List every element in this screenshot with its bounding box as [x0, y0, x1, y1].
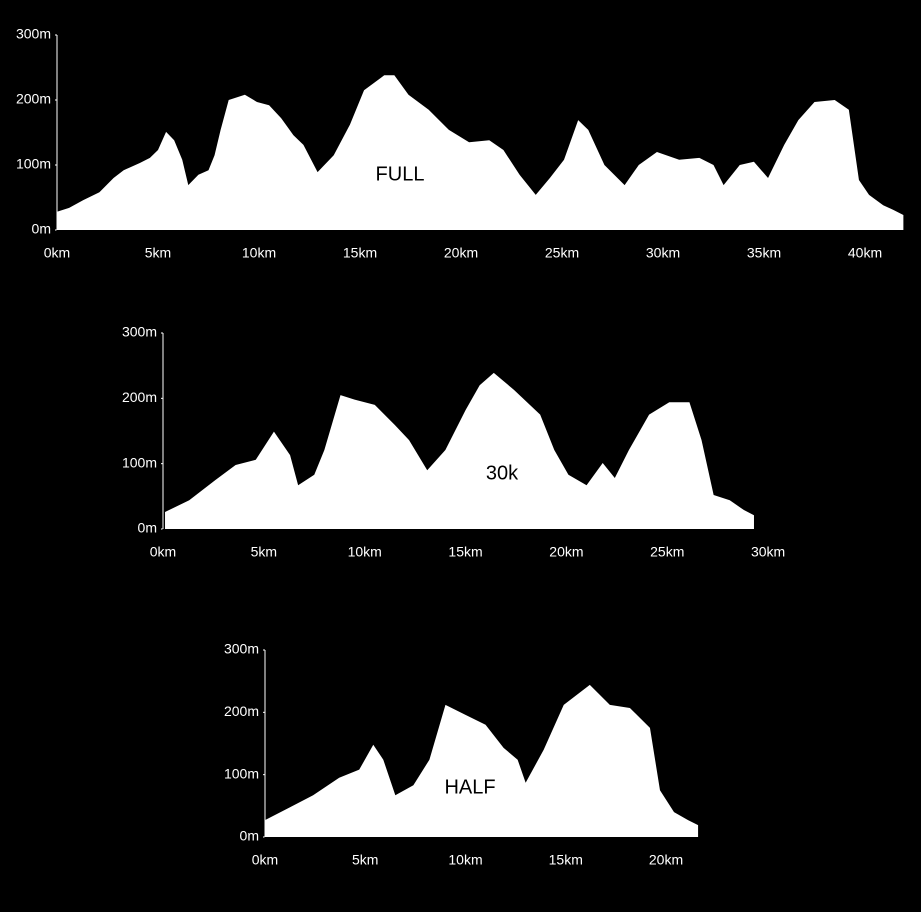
- y-tick-label: 100m: [122, 454, 157, 470]
- elevation-area: [57, 75, 904, 230]
- x-tick-label: 5km: [251, 544, 277, 560]
- y-tick-label: 100m: [224, 765, 259, 781]
- x-tick-label: 10km: [242, 245, 276, 261]
- x-tick-label: 20km: [549, 544, 583, 560]
- x-tick-label: 20km: [649, 852, 683, 868]
- chart-title: HALF: [444, 776, 495, 798]
- x-tick-label: 25km: [650, 544, 684, 560]
- x-tick-label: 30km: [751, 544, 785, 560]
- elevation-area: [165, 372, 754, 529]
- x-tick-label: 5km: [145, 245, 171, 261]
- x-tick-label: 15km: [549, 852, 583, 868]
- y-tick-label: 300m: [224, 641, 259, 657]
- x-tick-label: 30km: [646, 245, 680, 261]
- y-tick-label: 0m: [240, 828, 259, 844]
- x-tick-label: 0km: [252, 852, 278, 868]
- x-tick-label: 10km: [348, 544, 382, 560]
- y-tick-label: 200m: [122, 389, 157, 405]
- y-tick-label: 0m: [138, 520, 157, 536]
- x-tick-label: 35km: [747, 245, 781, 261]
- chart-title: FULL: [376, 163, 425, 185]
- x-tick-label: 15km: [343, 245, 377, 261]
- y-tick-label: 200m: [224, 703, 259, 719]
- x-tick-label: 25km: [545, 245, 579, 261]
- x-tick-label: 20km: [444, 245, 478, 261]
- elevation-area: [265, 684, 699, 837]
- chart-title: 30k: [486, 462, 519, 484]
- x-tick-label: 5km: [352, 852, 378, 868]
- y-tick-label: 300m: [122, 324, 157, 340]
- x-tick-label: 0km: [44, 245, 70, 261]
- y-tick-label: 0m: [32, 221, 51, 237]
- x-tick-label: 15km: [448, 544, 482, 560]
- x-tick-label: 0km: [150, 544, 176, 560]
- y-tick-label: 100m: [16, 156, 51, 172]
- x-tick-label: 40km: [848, 245, 882, 261]
- y-tick-label: 300m: [16, 26, 51, 42]
- x-tick-label: 10km: [448, 852, 482, 868]
- y-tick-label: 200m: [16, 91, 51, 107]
